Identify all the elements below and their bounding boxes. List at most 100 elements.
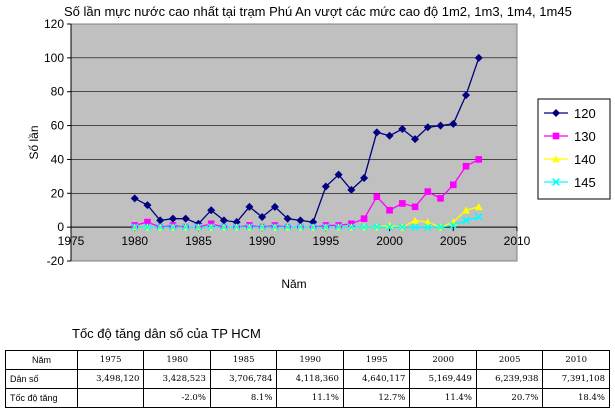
series-130-point [424, 188, 432, 195]
series-120-point [385, 131, 394, 140]
table-row: Tốc độ tăng -2.0% 8.1% 11.1% 12.7% 11.4% 20.7%… [5, 388, 610, 408]
x-tick-label: 1975 [58, 234, 85, 248]
legend-label: 140 [574, 152, 596, 167]
series-145-point [334, 223, 343, 232]
series-145-line [134, 216, 479, 228]
series-145-point [398, 223, 407, 232]
series-140-point [462, 206, 470, 214]
series-130-point [373, 193, 381, 200]
legend-label: 130 [574, 129, 596, 144]
series-145-point [449, 221, 458, 230]
x-tick-label: 1985 [185, 234, 212, 248]
series-145-point [462, 216, 470, 225]
series-145-point [385, 223, 394, 232]
table-cell: 2000 [409, 350, 477, 370]
table-cell: 1985 [209, 350, 278, 370]
y-axis-label: Số lần [27, 125, 41, 159]
series-140-point [424, 218, 432, 226]
series-145-point [181, 223, 190, 232]
table-cell: 18.4% [542, 388, 610, 408]
series-145-point [232, 223, 241, 232]
series-120-point [270, 202, 279, 211]
series-120-point [411, 135, 420, 144]
series-120-point [207, 206, 216, 215]
series-145-point [194, 223, 203, 232]
series-120-point [474, 53, 483, 62]
series-130-point [386, 206, 393, 214]
series-130-point [411, 203, 419, 211]
series-120-point [347, 185, 356, 194]
series-145-point [258, 223, 267, 232]
table-cell: 3,706,784 [209, 369, 278, 389]
row-header-cell: Dân số [5, 369, 78, 389]
table-cell: 1980 [143, 350, 211, 370]
series-145-point [360, 223, 368, 232]
series-145-point [474, 213, 483, 221]
series-120-point [360, 174, 369, 183]
series-145-point [156, 223, 165, 232]
table-cell: 1990 [276, 350, 344, 370]
series-130-point [475, 156, 483, 163]
series-130-point [144, 218, 151, 226]
table-cell: 3,428,523 [143, 369, 211, 389]
row-header-cell: Năm [5, 350, 78, 370]
series-120-point [436, 121, 445, 130]
x-tick-label: 1995 [313, 234, 340, 248]
series-145-point [296, 223, 305, 232]
table-cell: 7,391,108 [542, 369, 610, 389]
series-145-point [283, 223, 292, 232]
series-120-point [398, 124, 407, 133]
chart-title: Số lần mực nước cao nhất tại trạm Phú An… [64, 4, 572, 19]
table-cell: 4,640,117 [342, 369, 411, 389]
series-130-point [462, 162, 470, 170]
y-tick-label: 100 [44, 51, 64, 65]
y-tick-label: 80 [51, 85, 65, 99]
table-cell: 5,169,449 [409, 369, 477, 389]
y-tick-label: 40 [51, 152, 65, 166]
series-130-point [449, 181, 457, 189]
series-140-point [474, 203, 483, 211]
legend-marker-120 [551, 108, 561, 118]
y-tick-label: -20 [47, 254, 65, 268]
table-row: Dân số 3,498,120 3,428,523 3,706,784 4,118,3… [5, 369, 610, 389]
table-cell: 11.1% [276, 388, 344, 408]
series-145-point [169, 223, 177, 232]
series-145-point [321, 223, 330, 232]
x-axis-label: Năm [281, 277, 306, 291]
table-cell: 12.7% [342, 388, 411, 408]
x-tick-label: 1990 [249, 234, 276, 248]
series-120-point [334, 170, 343, 179]
series-140-point [385, 221, 394, 229]
series-145-point [436, 223, 445, 232]
series-145-point [347, 223, 356, 232]
series-130-point [360, 215, 368, 222]
x-tick-label: 2005 [440, 234, 467, 248]
series-130-point [399, 200, 406, 207]
series-120-line [134, 57, 480, 225]
table-cell: 11.4% [409, 388, 477, 408]
series-145-point [143, 223, 152, 232]
legend [537, 98, 611, 200]
series-145-point [207, 223, 216, 232]
series-120-point [130, 194, 139, 203]
table-cell: 3,498,120 [76, 369, 145, 389]
series-120-point [258, 212, 267, 221]
table-header-row: Năm 1975 1980 1985 1990 1995 2000 2005 2010 [5, 350, 610, 370]
series-120-point [181, 214, 190, 223]
series-145-point [220, 223, 228, 232]
x-tick-label: 1980 [121, 234, 148, 248]
line-chart: -20 0 20 40 60 80 100 120 1975 1980 1985 1990 1995 20… [27, 17, 611, 291]
series-120-point [372, 128, 381, 137]
series-120-point [321, 182, 330, 191]
y-tick-label: 60 [51, 119, 65, 133]
y-tick-label: 0 [57, 220, 64, 234]
series-145-point [130, 223, 139, 232]
table-cell: 20.7% [475, 388, 544, 408]
series-145-point [245, 223, 254, 232]
series-145-point [271, 223, 279, 232]
series-120-point [283, 214, 292, 223]
series-120-point [245, 202, 254, 211]
series-145-point [309, 223, 317, 232]
table-cell: 6,239,938 [475, 369, 544, 389]
legend-marker-130 [552, 132, 560, 140]
